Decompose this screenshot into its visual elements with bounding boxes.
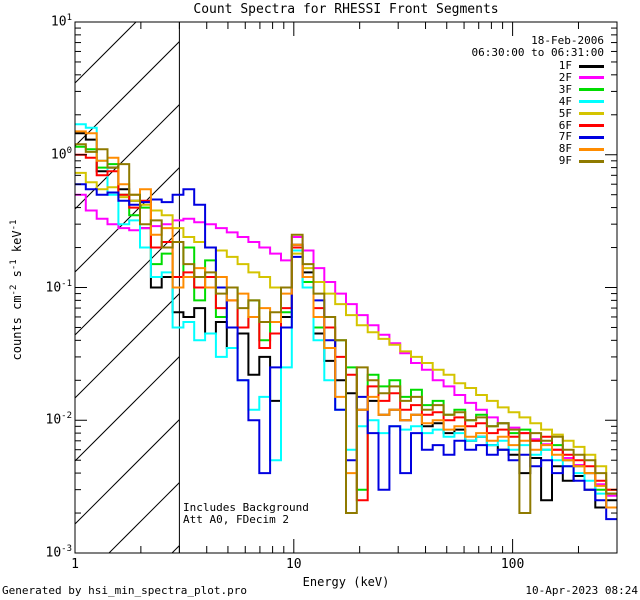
note-attenuator-state: Att A0, FDecim 2 xyxy=(183,513,289,526)
hatch-line xyxy=(108,481,180,553)
legend-label-5F: 5F xyxy=(558,106,572,120)
axes-group xyxy=(74,21,618,554)
x-tick-label: 100 xyxy=(500,557,525,572)
legend-row-9F: 9F xyxy=(559,155,604,167)
legend-swatch-6F xyxy=(579,124,604,127)
x-tick-label: 1 xyxy=(71,557,79,572)
legend-label-2F: 2F xyxy=(558,70,572,84)
spectra-series-group xyxy=(75,123,617,521)
hatch-line xyxy=(75,103,180,210)
y-tick-label: 10-2 xyxy=(45,411,73,428)
y-axis-label: counts cm-2 s-1 keV-1 xyxy=(9,219,24,361)
hatch-line xyxy=(75,22,137,84)
note-includes-background: Includes Background xyxy=(183,501,309,514)
x-tick-label: 10 xyxy=(285,557,302,572)
legend-row-5F: 5F xyxy=(558,106,604,120)
hatch-line xyxy=(75,292,180,399)
hatch-line xyxy=(75,229,180,336)
legend-row-3F: 3F xyxy=(558,82,604,96)
legend-label-9F: 9F xyxy=(558,154,572,168)
legend-swatch-7F xyxy=(579,135,604,139)
legend-label-3F: 3F xyxy=(558,82,572,96)
hatch-line xyxy=(75,355,180,462)
legend-row-2F: 2F xyxy=(558,70,604,84)
y-tick-label: 100 xyxy=(50,145,72,163)
legend-label-7F: 7F xyxy=(558,130,572,144)
generation-timestamp: 10-Apr-2023 08:24 xyxy=(525,584,638,597)
legend-row-8F: 8F xyxy=(559,143,604,155)
y-tick-label: 10-3 xyxy=(45,544,73,561)
hatch-line xyxy=(75,418,180,525)
observation-date: 18-Feb-2006 xyxy=(531,34,604,47)
legend-swatch-5F xyxy=(579,112,604,116)
legend-label-1F: 1F xyxy=(558,59,572,72)
legend-swatch-8F xyxy=(579,147,604,151)
hatch-line xyxy=(75,40,180,147)
legend-label-4F: 4F xyxy=(558,94,572,108)
legend-label-8F: 8F xyxy=(558,142,572,156)
x-axis-label: Energy (keV) xyxy=(302,575,390,589)
y-tick-label: 101 xyxy=(50,13,72,30)
legend-row-4F: 4F xyxy=(558,94,604,108)
generator-credit: Generated by hsi_min_spectra_plot.pro xyxy=(2,584,248,597)
y-tick-label: 10-1 xyxy=(45,278,73,295)
legend-swatch-3F xyxy=(579,88,604,92)
legend-swatch-9F xyxy=(579,159,604,163)
legend-row-6F: 6F xyxy=(558,118,604,132)
legend-swatch-2F xyxy=(579,76,604,80)
legend-swatch-4F xyxy=(579,100,604,104)
legend-label-6F: 6F xyxy=(558,118,572,132)
observation-time-range: 06:30:00 to 06:31:00 xyxy=(471,46,604,59)
legend-swatch-1F xyxy=(579,64,604,68)
legend-row-7F: 7F xyxy=(559,131,604,143)
legend-row-1F: 1F xyxy=(559,60,604,72)
chart-title: Count Spectra for RHESSI Front Segments xyxy=(193,2,499,17)
series-line-9F xyxy=(75,143,617,514)
series-line-5F xyxy=(75,171,617,491)
